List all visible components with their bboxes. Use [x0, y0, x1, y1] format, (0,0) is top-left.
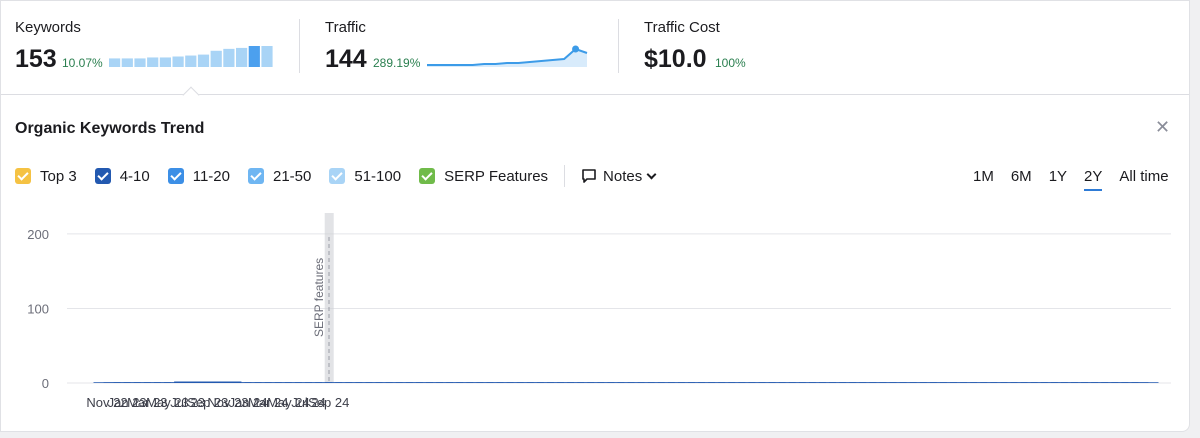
metric-traffic-label: Traffic	[325, 19, 366, 36]
checkbox-icon[interactable]	[248, 168, 264, 184]
sparkline-bar	[261, 46, 272, 67]
summary-metrics: Keywords 153 10.07% Traffic 144 289.19% …	[1, 1, 1190, 95]
filter-label: 21-50	[273, 168, 311, 185]
sparkline-bar	[109, 58, 120, 67]
metric-traffic-cost-change: 100%	[715, 56, 746, 70]
keywords-sparkline	[109, 45, 275, 67]
date-range-selector: 1M 6M 1Y 2Y All time	[973, 168, 1169, 185]
sparkline-point	[572, 46, 579, 53]
comment-icon	[581, 168, 597, 184]
range-1m[interactable]: 1M	[973, 168, 994, 185]
checkbox-icon[interactable]	[419, 168, 435, 184]
checkbox-icon[interactable]	[95, 168, 111, 184]
metric-traffic[interactable]: Traffic 144 289.19%	[325, 19, 366, 36]
sparkline-bar	[147, 57, 158, 67]
metric-traffic-value: 144	[325, 45, 367, 74]
filter-21-50[interactable]: 21-50	[248, 168, 311, 185]
bar-segment	[1132, 382, 1159, 383]
close-icon[interactable]: ✕	[1155, 117, 1170, 138]
sparkline-bar	[185, 56, 196, 67]
notes-dropdown[interactable]: Notes	[581, 168, 655, 185]
sparkline-bar	[223, 49, 234, 67]
filter-4-10[interactable]: 4-10	[95, 168, 150, 185]
metric-divider	[299, 19, 300, 73]
checkbox-icon[interactable]	[168, 168, 184, 184]
metric-keywords-label: Keywords	[15, 19, 81, 36]
sparkline-bar	[236, 48, 247, 67]
traffic-sparkline	[427, 45, 591, 69]
sparkline-bar	[173, 57, 184, 68]
checkbox-icon[interactable]	[329, 168, 345, 184]
metric-traffic-change: 289.19%	[373, 56, 420, 70]
notes-label: Notes	[603, 168, 642, 185]
filter-top-3[interactable]: Top 3	[15, 168, 77, 185]
sparkline-bar	[198, 55, 209, 67]
sparkline-bar	[211, 51, 222, 67]
panel-title: Organic Keywords Trend	[15, 120, 204, 138]
range-1y[interactable]: 1Y	[1049, 168, 1067, 185]
range-6m[interactable]: 6M	[1011, 168, 1032, 185]
sparkline-bar	[160, 57, 171, 67]
sparkline-bar	[134, 58, 145, 67]
filter-11-20[interactable]: 11-20	[168, 168, 230, 185]
filter-divider	[564, 165, 565, 187]
filter-label: 11-20	[193, 168, 230, 185]
metric-divider	[618, 19, 619, 73]
filter-label: Top 3	[40, 168, 77, 185]
filter-label: 4-10	[120, 168, 150, 185]
sparkline-bar	[249, 46, 260, 67]
x-tick-label: Sep 24	[308, 395, 349, 410]
range-2y[interactable]: 2Y	[1084, 168, 1102, 185]
metric-keywords-change: 10.07%	[62, 56, 103, 70]
filter-serp-features[interactable]: SERP Features	[419, 168, 548, 185]
annotation-label: SERP features	[312, 258, 326, 337]
metric-traffic-cost-value: $10.0	[644, 45, 707, 74]
metric-traffic-cost[interactable]: Traffic Cost $10.0 100%	[644, 19, 720, 36]
checkbox-icon[interactable]	[15, 168, 31, 184]
y-tick-label: 100	[27, 301, 49, 316]
metric-keywords[interactable]: Keywords 153 10.07%	[15, 19, 81, 36]
metric-traffic-cost-label: Traffic Cost	[644, 19, 720, 36]
filter-51-100[interactable]: 51-100	[329, 168, 401, 185]
range-all-time[interactable]: All time	[1119, 168, 1168, 185]
filter-label: SERP Features	[444, 168, 548, 185]
metric-keywords-value: 153	[15, 45, 57, 74]
sparkline-bar	[122, 58, 133, 67]
chevron-down-icon	[647, 169, 657, 179]
y-tick-label: 200	[27, 227, 49, 242]
legend-filters: Top 3 4-10 11-20 21-50 51-100 SERP Featu…	[15, 165, 655, 187]
y-tick-label: 0	[42, 376, 49, 391]
filter-label: 51-100	[354, 168, 401, 185]
keywords-overview-card: Keywords 153 10.07% Traffic 144 289.19% …	[0, 0, 1190, 432]
